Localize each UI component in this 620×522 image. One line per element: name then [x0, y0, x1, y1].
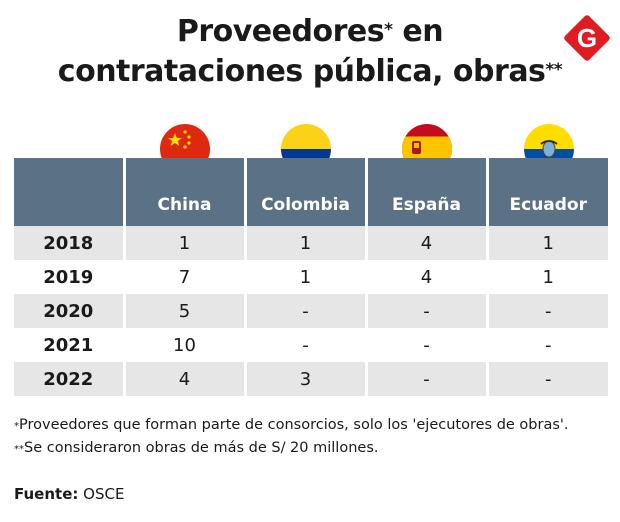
footnote-2-mark: **: [14, 444, 24, 455]
table-header-row: China Colombia España Ecuador: [14, 158, 608, 226]
table-row: 2020 5 - - -: [14, 294, 608, 328]
footnotes: *Proveedores que forman parte de consorc…: [14, 414, 569, 460]
header-espana: España: [364, 158, 487, 226]
cell-ecuador: 1: [485, 226, 608, 260]
cell-espana: -: [364, 328, 487, 362]
header-ecuador: Ecuador: [485, 158, 608, 226]
cell-china: 10: [122, 328, 245, 362]
table-row: 2022 4 3 - -: [14, 362, 608, 396]
header-year: [14, 158, 124, 226]
title-line1: Proveedores: [176, 14, 385, 49]
footnote-1: *Proveedores que forman parte de consorc…: [14, 414, 569, 437]
cell-colombia: -: [243, 328, 366, 362]
footnote-1-text: Proveedores que forman parte de consorci…: [19, 417, 569, 433]
cell-china: 7: [122, 260, 245, 294]
cell-espana: 4: [364, 260, 487, 294]
source-line: Fuente: OSCE: [14, 485, 124, 503]
cell-espana: -: [364, 294, 487, 328]
footnote-1-mark: *: [14, 421, 19, 432]
logo-letter: G: [577, 23, 597, 53]
title-line2: contrataciones pública, obras: [57, 54, 546, 89]
title-double-asterisk: **: [545, 60, 563, 80]
header-china: China: [122, 158, 245, 226]
page-title: Proveedores* en contrataciones pública, …: [0, 12, 620, 92]
source-value: OSCE: [83, 485, 125, 503]
cell-espana: 4: [364, 226, 487, 260]
cell-colombia: 1: [243, 226, 366, 260]
footnote-2-text: Se consideraron obras de más de S/ 20 mi…: [24, 440, 379, 456]
table-row: 2018 1 1 4 1: [14, 226, 608, 260]
row-year: 2022: [14, 362, 124, 396]
source-label: Fuente:: [14, 485, 79, 503]
table-row: 2019 7 1 4 1: [14, 260, 608, 294]
title-asterisk: *: [384, 20, 393, 40]
row-year: 2018: [14, 226, 124, 260]
cell-ecuador: -: [485, 328, 608, 362]
title-line1-tail: en: [392, 14, 444, 49]
table-row: 2021 10 - - -: [14, 328, 608, 362]
row-year: 2021: [43, 334, 94, 356]
cell-ecuador: -: [485, 294, 608, 328]
gestion-logo-icon: G: [564, 15, 610, 61]
cell-china: 4: [122, 362, 245, 396]
row-year: 2020: [14, 294, 124, 328]
cell-colombia: 1: [243, 260, 366, 294]
header-colombia: Colombia: [243, 158, 366, 226]
cell-ecuador: 1: [485, 260, 608, 294]
cell-china: 1: [122, 226, 245, 260]
cell-colombia: 3: [243, 362, 366, 396]
cell-china: 5: [122, 294, 245, 328]
cell-espana: -: [364, 362, 487, 396]
providers-table: China Colombia España Ecuador 2018 1 1 4…: [14, 158, 608, 396]
cell-colombia: -: [243, 294, 366, 328]
row-year: 2019: [43, 266, 94, 288]
footnote-2: **Se consideraron obras de más de S/ 20 …: [14, 437, 569, 460]
cell-ecuador: -: [485, 362, 608, 396]
